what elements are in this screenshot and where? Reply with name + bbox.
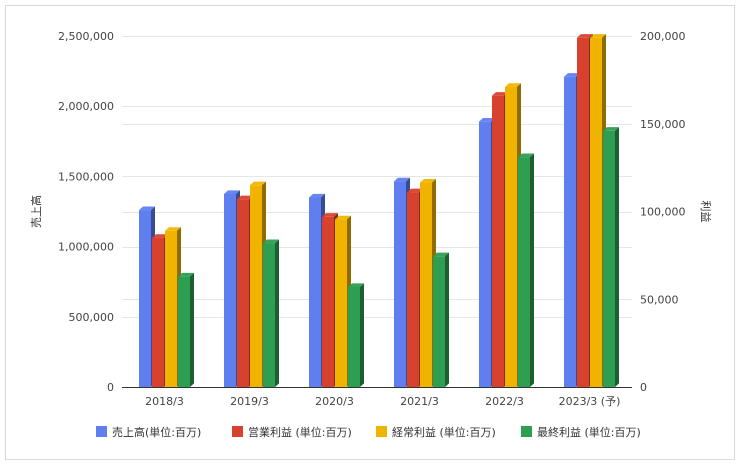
legend-item: 最終利益 (単位:百万) [521,425,641,439]
legend-label: 経常利益 (単位:百万) [392,425,496,439]
legend-label: 売上高(単位:百万) [112,425,201,439]
x-axis-ticks: 2018/3 2019/3 2020/3 2021/3 2022/3 2023/3 (予) [145,395,620,408]
y-right-tick-label: 200,000 [640,30,686,43]
y-left-tick-label: 2,500,000 [58,30,114,43]
bar [518,153,534,387]
y-right-tick-label: 100,000 [640,206,686,219]
y-left-tick-label: 1,000,000 [58,241,114,254]
bar [178,272,194,387]
legend-swatch [96,426,107,437]
y-left-axis-ticks: 0 500,000 1,000,000 1,500,000 2,000,000 2,500… [58,30,114,394]
bars [139,34,619,388]
bar [348,283,364,387]
y-right-tick-label: 0 [640,381,647,394]
y-left-tick-label: 1,500,000 [58,170,114,183]
legend-swatch [232,426,243,437]
legend: 売上高(単位:百万) 営業利益 (単位:百万) 経常利益 (単位:百万) 最終利益 (… [96,425,641,439]
gridlines [122,36,632,388]
y-right-axis-title: 利益 [699,201,713,223]
x-tick-label: 2019/3 [230,395,269,408]
legend-item: 売上高(単位:百万) [96,425,201,439]
x-tick-label: 2020/3 [315,395,354,408]
legend-swatch [521,426,532,437]
y-right-tick-label: 150,000 [640,118,686,131]
x-tick-label: 2018/3 [145,395,184,408]
x-tick-label: 2021/3 [400,395,439,408]
bar [433,252,449,387]
x-tick-label: 2023/3 (予) [559,395,621,408]
legend-swatch [376,426,387,437]
x-tick-label: 2022/3 [485,395,524,408]
y-left-tick-label: 0 [107,381,114,394]
y-right-axis-ticks: 0 50,000 100,000 150,000 200,000 [640,30,686,394]
legend-label: 最終利益 (単位:百万) [537,425,641,439]
bar [603,127,619,388]
y-right-tick-label: 50,000 [640,293,679,306]
y-left-axis-title: 売上高 [29,195,43,228]
y-left-tick-label: 500,000 [69,311,115,324]
legend-label: 営業利益 (単位:百万) [248,425,352,439]
legend-item: 経常利益 (単位:百万) [376,425,496,439]
legend-item: 営業利益 (単位:百万) [232,425,352,439]
y-left-tick-label: 2,000,000 [58,100,114,113]
bar [263,239,279,387]
